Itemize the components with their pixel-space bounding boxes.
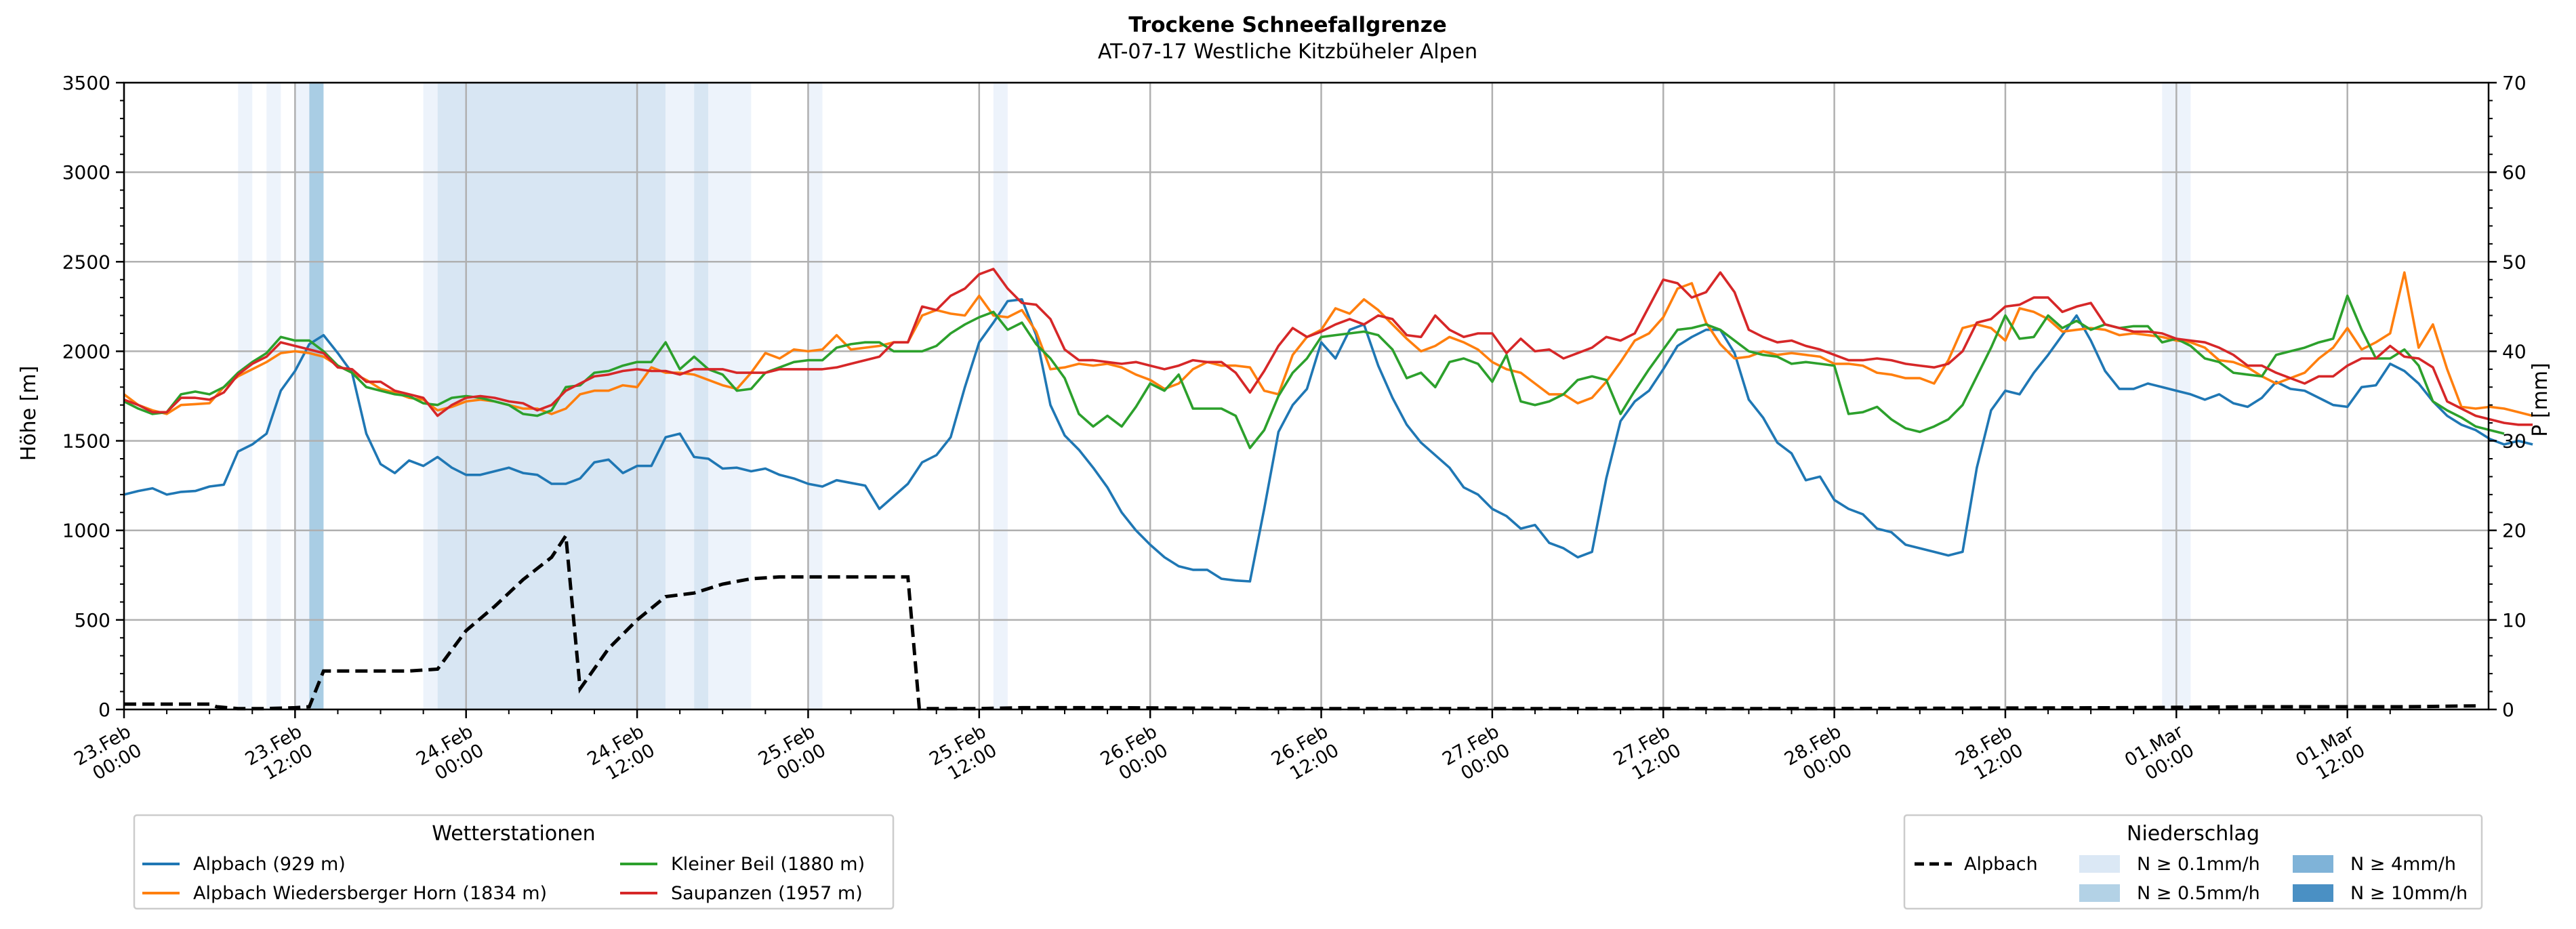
legend-swatch <box>2079 884 2120 902</box>
y-right-tick-label: 10 <box>2502 609 2527 632</box>
legend-stations: Wetterstationen Alpbach (929 m) Alpbach Wi… <box>133 814 895 910</box>
y-tick-label: 2000 <box>62 340 110 363</box>
precip-line <box>124 531 2476 711</box>
legend-label: Saupanzen (1957 m) <box>671 883 863 904</box>
series-line <box>123 271 2533 417</box>
legend-label: Alpbach Wiedersberger Horn (1834 m) <box>193 883 547 904</box>
y-tick-label: 500 <box>75 609 110 632</box>
y-right-tick-label: 40 <box>2502 340 2527 363</box>
y-axis-label: Höhe [m] <box>17 366 41 461</box>
precip-band <box>993 83 1008 709</box>
y-right-tick-label: 60 <box>2502 161 2527 184</box>
series-line <box>123 268 2533 426</box>
plot-frame <box>123 81 2490 711</box>
legend-precip: Niederschlag Alpbach N ≥ 0.1mm/h N ≥ 0.5mm/… <box>1903 814 2483 910</box>
precip-band <box>266 83 281 709</box>
y-right-tick-label: 50 <box>2502 251 2527 273</box>
y-tick-label: 0 <box>98 699 110 721</box>
y-tick-label: 2500 <box>62 251 110 273</box>
y-tick-label: 3000 <box>62 161 110 184</box>
precip-band <box>708 83 752 709</box>
legend-box <box>133 814 895 910</box>
legend-label: N ≥ 0.5mm/h <box>2137 883 2260 904</box>
station-lines <box>123 268 2533 583</box>
precip-band <box>238 83 253 709</box>
precip-band <box>666 83 695 709</box>
y-tick-label: 3500 <box>62 72 110 94</box>
y-tick-label: 1500 <box>62 430 110 453</box>
precip-bands <box>238 83 2191 709</box>
y-axis-label-right: P [mm] <box>2529 363 2552 436</box>
legend-box <box>1903 814 2483 910</box>
chart-title: Trockene Schneefallgrenze <box>1128 13 1447 37</box>
legend-title: Wetterstationen <box>432 822 595 846</box>
legend-label: Alpbach <box>1964 854 2038 875</box>
precip-band <box>309 83 324 709</box>
y-right-tick-label: 70 <box>2502 72 2527 94</box>
chart-subtitle: AT-07-17 Westliche Kitzbüheler Alpen <box>1098 40 1477 64</box>
series-line <box>123 297 2533 583</box>
grid <box>123 81 2489 711</box>
y-tick-label: 1000 <box>62 520 110 542</box>
y-right-tick-label: 30 <box>2502 430 2527 453</box>
legend-label: N ≥ 10mm/h <box>2350 883 2468 904</box>
precip-line-alpbach <box>124 531 2476 711</box>
legend-swatch <box>2293 884 2333 902</box>
legend-swatch <box>2079 855 2120 873</box>
precip-band <box>295 83 310 709</box>
legend-label: N ≥ 4mm/h <box>2350 854 2456 875</box>
precip-band <box>423 83 438 709</box>
precip-band <box>808 83 823 709</box>
precip-band <box>694 83 709 709</box>
axes: 0 500 1000 1500 2000 2500 3000 3500 0 10 20 30 40 50 6… <box>62 72 2527 785</box>
y-right-tick-label: 20 <box>2502 520 2527 542</box>
legend-label: Alpbach (929 m) <box>193 854 346 875</box>
legend-title: Niederschlag <box>2127 822 2260 846</box>
y-right-tick-label: 0 <box>2502 699 2514 721</box>
legend-label: N ≥ 0.1mm/h <box>2137 854 2260 875</box>
legend-label: Kleiner Beil (1880 m) <box>671 854 865 875</box>
legend-swatch <box>2293 855 2333 873</box>
